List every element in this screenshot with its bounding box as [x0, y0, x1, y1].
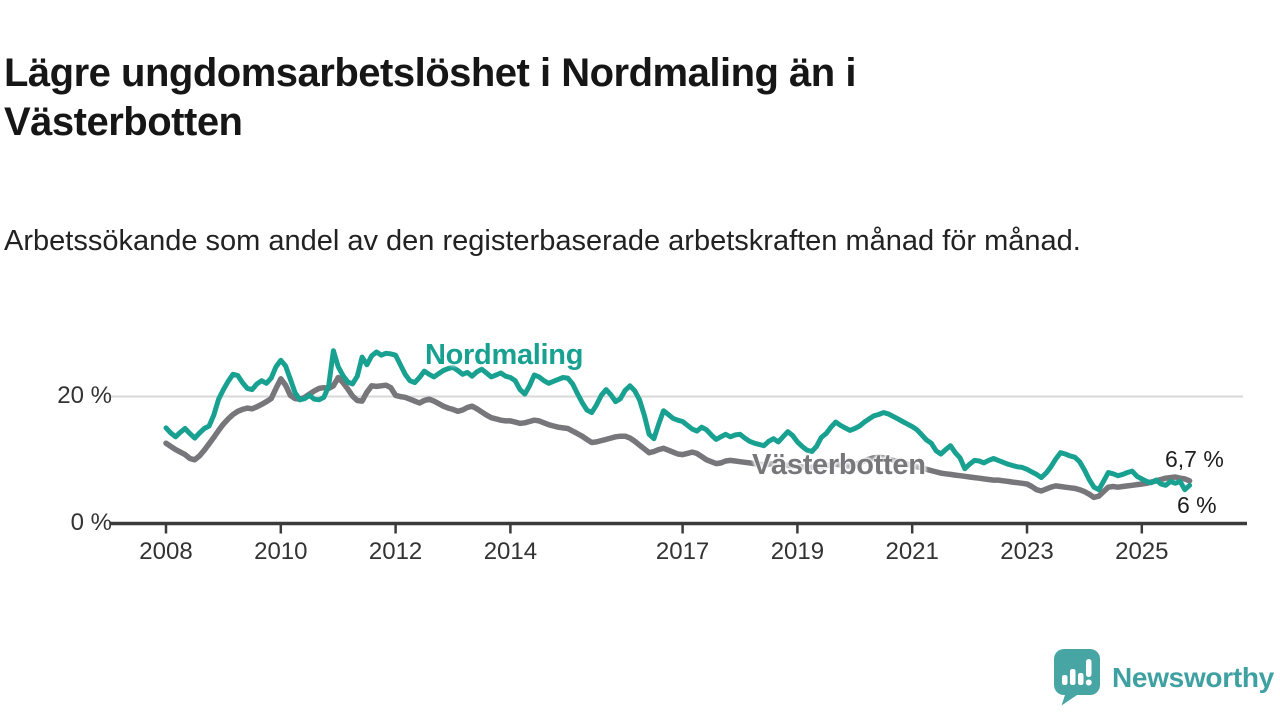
x-axis-labels: 2008 2010 2012 2014 2017 2019 2021 2023 2025 — [0, 538, 1280, 568]
end-value-label-vasterbotten: 6,7 % — [1165, 446, 1224, 472]
chart-subtitle: Arbetssökande som andel av den registerb… — [4, 225, 1081, 257]
series-label-nordmaling: Nordmaling — [425, 339, 584, 371]
x-tick-label: 2025 — [1115, 538, 1169, 565]
page-title: Lägre ungdomsarbetslöshet i Nordmaling ä… — [4, 50, 856, 144]
end-value-label-nordmaling: 6 % — [1177, 492, 1217, 518]
newsworthy-logo-text: Newsworthy — [1112, 661, 1274, 693]
line-nordmaling — [163, 348, 1193, 493]
series-label-vasterbotten: Västerbotten — [752, 449, 926, 481]
x-tick-label: 2012 — [368, 538, 423, 565]
x-tick-label: 2017 — [655, 538, 710, 565]
series-lines — [163, 348, 1193, 501]
x-tick-label: 2014 — [483, 538, 538, 565]
x-tick-label: 2019 — [770, 538, 825, 565]
x-tick-label: 2008 — [139, 538, 193, 565]
x-tick-label: 2010 — [254, 538, 308, 565]
speech-bubble-tail — [1061, 692, 1080, 706]
newsworthy-logo: Newsworthy — [1053, 648, 1274, 707]
y-tick-label-20: 20 % — [57, 382, 112, 409]
line-västerbotten — [163, 374, 1193, 501]
x-tick-label: 2021 — [885, 538, 939, 565]
y-tick-label-0: 0 % — [70, 509, 112, 536]
x-tick-label: 2023 — [1000, 538, 1054, 565]
x-axis-ticks — [164, 523, 1144, 534]
newsworthy-logo-icon — [1054, 649, 1100, 706]
